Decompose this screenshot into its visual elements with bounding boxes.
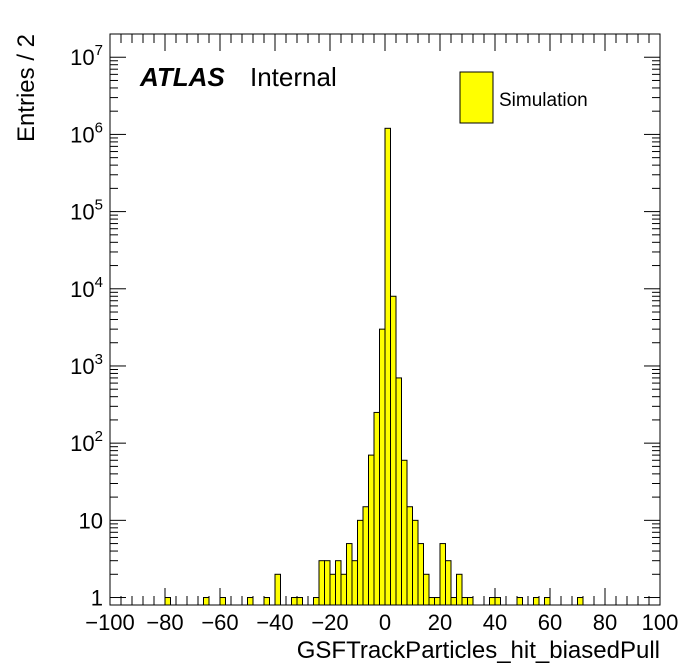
- x-tick-label: −20: [311, 610, 348, 635]
- histogram-bar: [412, 519, 419, 606]
- y-axis-title: Entries / 2: [13, 34, 40, 142]
- legend-entry-simulation: Simulation: [499, 90, 588, 111]
- histogram-bar: [577, 597, 584, 606]
- histogram-bar: [351, 560, 358, 606]
- x-tick-labels: −100 −80 −60 −40 −20 0 20 40 60 80 100: [85, 610, 678, 635]
- x-tick-label: 40: [483, 610, 507, 635]
- y-tick-label: 10: [79, 508, 103, 533]
- legend-swatch: [459, 71, 494, 124]
- histogram-bar: [291, 597, 298, 606]
- y-tick-label: 104: [70, 274, 103, 302]
- histogram-bar: [489, 597, 496, 606]
- histogram-bar: [395, 377, 402, 606]
- histogram-bar: [274, 573, 281, 606]
- y-tick-label: 106: [70, 119, 103, 147]
- histogram-bar: [203, 597, 210, 606]
- y-tick-labels: 1 10 102 103 104 105 106 107: [70, 42, 103, 610]
- x-axis-title: GSFTrackParticles_hit_biasedPull: [297, 637, 660, 664]
- histogram-bar: [357, 519, 364, 606]
- histogram-bar: [445, 560, 452, 606]
- x-tick-label: 0: [379, 610, 391, 635]
- x-tick-label: −100: [85, 610, 135, 635]
- histogram-bars: [164, 127, 584, 606]
- histogram-bar: [401, 459, 408, 606]
- legend: Simulation: [459, 71, 588, 124]
- histogram-bar: [335, 560, 342, 606]
- histogram-bar: [324, 560, 331, 606]
- y-tick-label: 107: [70, 42, 103, 70]
- histogram-bar: [313, 597, 320, 606]
- histogram-bar: [384, 127, 391, 606]
- y-tick-label: 1: [91, 586, 103, 611]
- histogram-bar: [533, 597, 540, 606]
- x-tick-label: −80: [146, 610, 183, 635]
- y-tick-label: 103: [70, 351, 103, 379]
- histogram-bar: [406, 506, 413, 606]
- histogram-bar: [461, 597, 468, 606]
- histogram-bar: [164, 597, 171, 606]
- histogram-bar: [263, 597, 270, 606]
- histogram-bar: [346, 543, 353, 606]
- histogram-bar: [362, 506, 369, 606]
- histogram-bar: [544, 597, 551, 606]
- histogram-bar: [494, 597, 501, 606]
- histogram-bar: [373, 411, 380, 606]
- plot-frame: [109, 33, 661, 606]
- histogram-bar: [368, 454, 375, 606]
- histogram-bar: [417, 543, 424, 606]
- axis-ticks: [109, 33, 661, 605]
- y-tick-label: 102: [70, 428, 103, 456]
- histogram-bar: [219, 597, 226, 606]
- histogram-bar: [340, 573, 347, 606]
- histogram-bar: [296, 597, 303, 606]
- atlas-status-label: Internal: [250, 62, 337, 92]
- x-tick-label: −40: [256, 610, 293, 635]
- histogram-bar: [379, 328, 386, 606]
- x-tick-label: 80: [593, 610, 617, 635]
- histogram-bar: [456, 573, 463, 606]
- histogram-bar: [428, 597, 435, 606]
- histogram-bar: [434, 597, 441, 606]
- x-tick-label: 100: [642, 610, 679, 635]
- atlas-label: ATLAS: [139, 62, 225, 92]
- histogram-bar: [329, 573, 336, 606]
- histogram-bar: [318, 560, 325, 606]
- x-tick-label: −60: [201, 610, 238, 635]
- histogram-bar: [450, 597, 457, 606]
- histogram-bar: [247, 597, 254, 606]
- x-tick-label: 60: [538, 610, 562, 635]
- x-tick-label: 20: [428, 610, 452, 635]
- histogram-bar: [439, 543, 446, 606]
- y-tick-label: 105: [70, 197, 103, 225]
- histogram-bar: [423, 573, 430, 606]
- histogram-bar: [516, 597, 523, 606]
- histogram-bar: [467, 597, 474, 606]
- histogram-bar: [390, 295, 397, 606]
